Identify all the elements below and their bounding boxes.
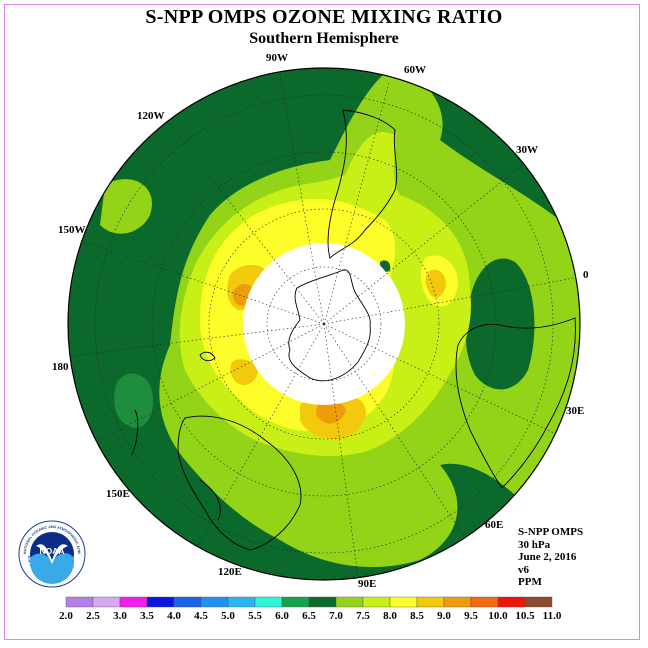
color-scale-swatch xyxy=(119,596,148,608)
color-scale-label: 4.5 xyxy=(194,610,208,622)
contour-8.5-ppm-east xyxy=(425,269,446,298)
color-scale-swatch xyxy=(470,596,499,608)
lon-label-150e: 150E xyxy=(106,488,130,500)
color-scale-swatch xyxy=(200,596,229,608)
color-scale-swatches xyxy=(65,596,553,608)
color-scale-label: 9.0 xyxy=(437,610,451,622)
color-scale-label: 7.5 xyxy=(356,610,370,622)
lon-label-90e: 90E xyxy=(358,578,377,590)
lon-label-0: 0 xyxy=(583,269,589,281)
page-subtitle: Southern Hemisphere xyxy=(249,30,399,47)
color-scale-label: 8.0 xyxy=(383,610,397,622)
color-scale-labels: 2.0 2.5 3.0 3.5 4.0 4.5 5.0 5.5 6.0 6.5 7.0 7.5 8.0 8… xyxy=(59,610,562,622)
color-scale-label: 3.5 xyxy=(140,610,154,622)
color-scale-label: 10.0 xyxy=(488,610,508,622)
color-scale-label: 10.5 xyxy=(515,610,535,622)
noaa-logo: NATIONAL OCEANIC AND ATMOSPHERIC ADMINIS… xyxy=(18,520,86,588)
color-scale-swatch xyxy=(443,596,472,608)
map-outline xyxy=(67,67,581,581)
color-scale-label: 7.0 xyxy=(329,610,343,622)
color-scale-label: 9.5 xyxy=(464,610,478,622)
color-scale-swatch xyxy=(173,596,202,608)
page-title: S-NPP OMPS OZONE MIXING RATIO xyxy=(145,6,503,28)
color-scale: 2.0 2.5 3.0 3.5 4.0 4.5 5.0 5.5 6.0 6.5 7.0 7.5 8.0 8… xyxy=(59,596,562,622)
color-scale-label: 11.0 xyxy=(543,610,562,622)
color-scale-swatch xyxy=(308,596,337,608)
lon-label-120e: 120E xyxy=(218,566,242,578)
date-label: June 2, 2016 xyxy=(518,551,577,563)
color-scale-label: 2.0 xyxy=(59,610,73,622)
noaa-logo-text: NOAA xyxy=(39,546,64,556)
lon-label-180: 180 xyxy=(52,361,69,373)
lon-label-150w: 150W xyxy=(58,224,86,236)
pressure-level-label: 30 hPa xyxy=(518,538,551,551)
graticule xyxy=(68,71,580,578)
color-scale-swatch xyxy=(335,596,364,608)
color-scale-label: 4.0 xyxy=(167,610,181,622)
color-scale-swatch xyxy=(227,596,256,608)
lon-label-30e: 30E xyxy=(566,405,585,417)
color-scale-label: 6.0 xyxy=(275,610,289,622)
color-scale-label: 6.5 xyxy=(302,610,316,622)
lon-label-60w: 60W xyxy=(404,64,426,76)
color-scale-label: 8.5 xyxy=(410,610,424,622)
color-scale-swatch xyxy=(497,596,526,608)
color-scale-swatch xyxy=(92,596,121,608)
color-scale-label: 5.5 xyxy=(248,610,262,622)
lon-label-120w: 120W xyxy=(137,110,165,122)
color-scale-swatch xyxy=(389,596,418,608)
image-frame xyxy=(4,4,640,640)
color-scale-swatch xyxy=(254,596,283,608)
color-scale-label: 2.5 xyxy=(86,610,100,622)
units-label: PPM xyxy=(518,576,542,588)
color-scale-swatch xyxy=(65,596,94,608)
color-scale-swatch xyxy=(146,596,175,608)
color-scale-swatch xyxy=(524,596,553,608)
color-scale-label: 3.0 xyxy=(113,610,127,622)
lon-label-30w: 30W xyxy=(516,144,538,156)
lon-label-90w: 90W xyxy=(266,52,288,64)
version-label: v6 xyxy=(518,563,529,576)
instrument-label: S-NPP OMPS xyxy=(518,526,584,538)
color-scale-label: 5.0 xyxy=(221,610,235,622)
color-scale-swatch xyxy=(416,596,445,608)
contour-9.0-ppm-south xyxy=(316,400,346,424)
contour-6.5-ppm-west xyxy=(114,373,154,428)
color-scale-swatch xyxy=(362,596,391,608)
contour-6.5-ppm-east xyxy=(465,258,535,390)
color-scale-swatch xyxy=(281,596,310,608)
lon-label-60e: 60E xyxy=(485,519,504,531)
contour-8.5-ppm-southwest xyxy=(230,359,258,385)
coastlines xyxy=(131,109,576,551)
contour-7.0-ppm-west xyxy=(100,179,152,234)
